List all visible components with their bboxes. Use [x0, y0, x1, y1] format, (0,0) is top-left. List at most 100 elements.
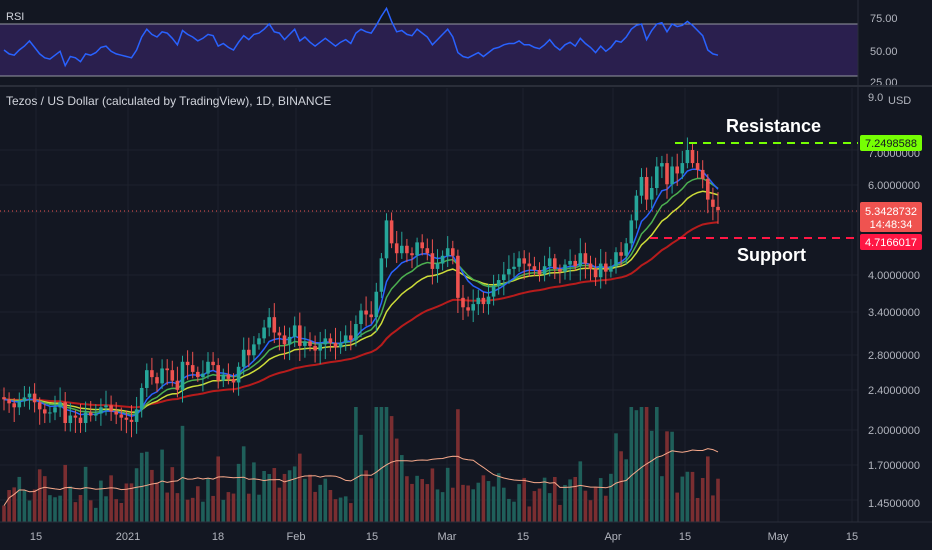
volume-bar — [63, 464, 67, 522]
candle-body — [639, 176, 644, 196]
volume-bar — [558, 504, 562, 522]
volume-bar — [303, 478, 307, 522]
candle-body — [27, 393, 32, 398]
volume-bar — [400, 455, 404, 522]
volume-bar — [394, 438, 399, 522]
candle-body — [180, 361, 185, 390]
candle-body — [440, 255, 445, 264]
countdown-text: 14:48:34 — [870, 219, 913, 231]
candle-body — [323, 338, 328, 345]
candle-body — [369, 314, 373, 318]
volume-bar — [37, 469, 42, 522]
candle-body — [22, 397, 27, 402]
candle-body — [604, 263, 608, 272]
candle-body — [547, 258, 552, 267]
candle-body — [655, 166, 659, 189]
volume-bar — [88, 500, 93, 522]
volume-bar — [170, 467, 175, 522]
price-tick: 4.0000000 — [868, 270, 920, 282]
volume-bar — [145, 451, 149, 522]
candle-body — [12, 403, 16, 408]
volume-bar — [451, 487, 455, 522]
rsi-panel[interactable]: RSI 75.00 50.00 25.00 — [0, 6, 898, 89]
time-tick: 15 — [517, 531, 529, 543]
candle-body — [88, 412, 93, 416]
candle-body — [32, 393, 37, 403]
volume-bar — [405, 476, 409, 522]
rsi-line — [3, 6, 719, 68]
volume-bar — [359, 434, 363, 522]
candle-body — [425, 248, 430, 254]
volume-bar — [496, 473, 501, 522]
volume-bar — [287, 470, 292, 522]
volume-bar — [680, 476, 685, 522]
resistance-price-tag — [860, 135, 922, 151]
candle-body — [389, 220, 394, 244]
volume-bar — [420, 479, 424, 522]
volume-bar — [430, 468, 435, 522]
candle-body — [481, 297, 486, 305]
volume-bar — [17, 476, 22, 522]
candle-body — [563, 264, 567, 272]
volume-bar — [614, 433, 618, 522]
volume-bar — [374, 407, 379, 522]
volume-bar — [461, 484, 465, 522]
candle-body — [272, 317, 277, 333]
candle-body — [318, 344, 322, 351]
support-annotation[interactable]: Support — [737, 245, 806, 265]
volume-bar — [700, 477, 705, 522]
volume-bar — [104, 496, 108, 522]
candle-body — [328, 338, 333, 343]
time-axis[interactable]: 15 2021 18 Feb 15 Mar 15 Apr 15 May 15 — [30, 531, 858, 543]
candle-body — [695, 163, 700, 170]
volume-bar — [445, 467, 450, 522]
currency-label[interactable]: USD — [888, 95, 911, 107]
time-tick: 2021 — [116, 531, 140, 543]
volume-bar — [22, 490, 27, 522]
chart-title: Tezos / US Dollar (calculated by Trading… — [6, 94, 331, 108]
volume-bar — [690, 471, 695, 522]
price-tick: 2.0000000 — [868, 425, 920, 437]
price-tick: 6.0000000 — [868, 180, 920, 192]
volume-bar — [27, 500, 32, 522]
candle-body — [685, 150, 690, 164]
rsi-polyline — [3, 6, 719, 68]
volume-bar — [349, 503, 353, 522]
volume-bar — [134, 468, 139, 522]
volume-bar — [139, 452, 144, 522]
volume-bar — [226, 492, 231, 522]
candle-body — [292, 325, 297, 337]
volume-bar — [563, 484, 567, 522]
volume-bar — [512, 501, 516, 522]
candle-body — [445, 248, 450, 256]
volume-bar — [624, 459, 628, 522]
candle-body — [517, 258, 521, 267]
volume-ma — [3, 448, 719, 506]
volume-bar — [481, 475, 486, 522]
price-axis[interactable]: 9.07.00000006.00000005.00000004.00000003… — [868, 92, 920, 510]
candle-body — [257, 338, 261, 345]
candle-body — [17, 401, 22, 408]
candle-body — [2, 397, 6, 400]
candle-body — [236, 366, 241, 383]
volume-bar — [471, 489, 475, 522]
candle-body — [338, 342, 343, 348]
volume-bar — [78, 495, 83, 522]
volume-bar — [333, 499, 338, 522]
volume-bar — [12, 487, 16, 522]
volume-bar — [502, 487, 506, 522]
volume-bar — [369, 478, 373, 522]
volume-bar — [155, 482, 159, 522]
volume-bar — [160, 449, 164, 522]
volume-bar — [716, 478, 720, 522]
volume-bar — [379, 407, 384, 522]
volume-bar — [553, 476, 557, 522]
candle-body — [649, 188, 654, 200]
candle-body — [415, 242, 419, 256]
volume-bar — [415, 475, 419, 522]
candle-body — [185, 361, 190, 366]
resistance-annotation[interactable]: Resistance — [726, 116, 821, 136]
candle-body — [354, 324, 358, 340]
candle-body — [124, 417, 129, 420]
